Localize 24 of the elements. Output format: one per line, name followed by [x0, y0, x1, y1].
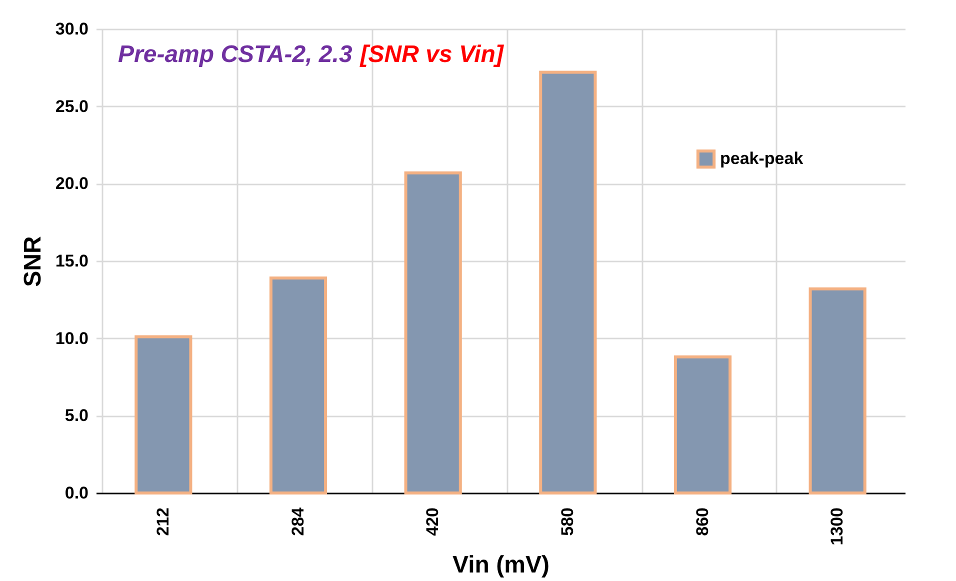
legend-label: peak-peak	[720, 149, 804, 168]
y-tick-label: 30.0	[55, 20, 88, 38]
x-tick-label: 860	[692, 508, 712, 536]
y-tick-label: 15.0	[55, 252, 88, 270]
x-tick-label: 580	[558, 508, 577, 536]
x-axis-title: Vin (mV)	[452, 551, 550, 578]
bar	[404, 171, 462, 494]
bar	[674, 355, 732, 494]
bar	[134, 335, 192, 494]
y-tick-label: 20.0	[55, 174, 88, 194]
y-tick-label: 25.0	[55, 96, 88, 116]
text: Pre-amp CSTA-2, 2.3	[118, 41, 353, 68]
bar	[808, 287, 866, 494]
bar	[539, 70, 597, 494]
y-tick-label: 0.0	[64, 484, 88, 502]
text: [SNR vs Vin]	[359, 41, 504, 68]
bar	[269, 276, 328, 494]
y-tick-label: 5.0	[64, 406, 88, 426]
x-tick-label: 420	[423, 508, 442, 536]
x-tick-label: 1300	[828, 508, 847, 546]
x-tick-label: 212	[153, 508, 172, 536]
x-tick-label: 284	[288, 506, 308, 536]
y-axis-title: SNR	[19, 236, 46, 287]
y-tick-label: 10.0	[55, 328, 88, 348]
